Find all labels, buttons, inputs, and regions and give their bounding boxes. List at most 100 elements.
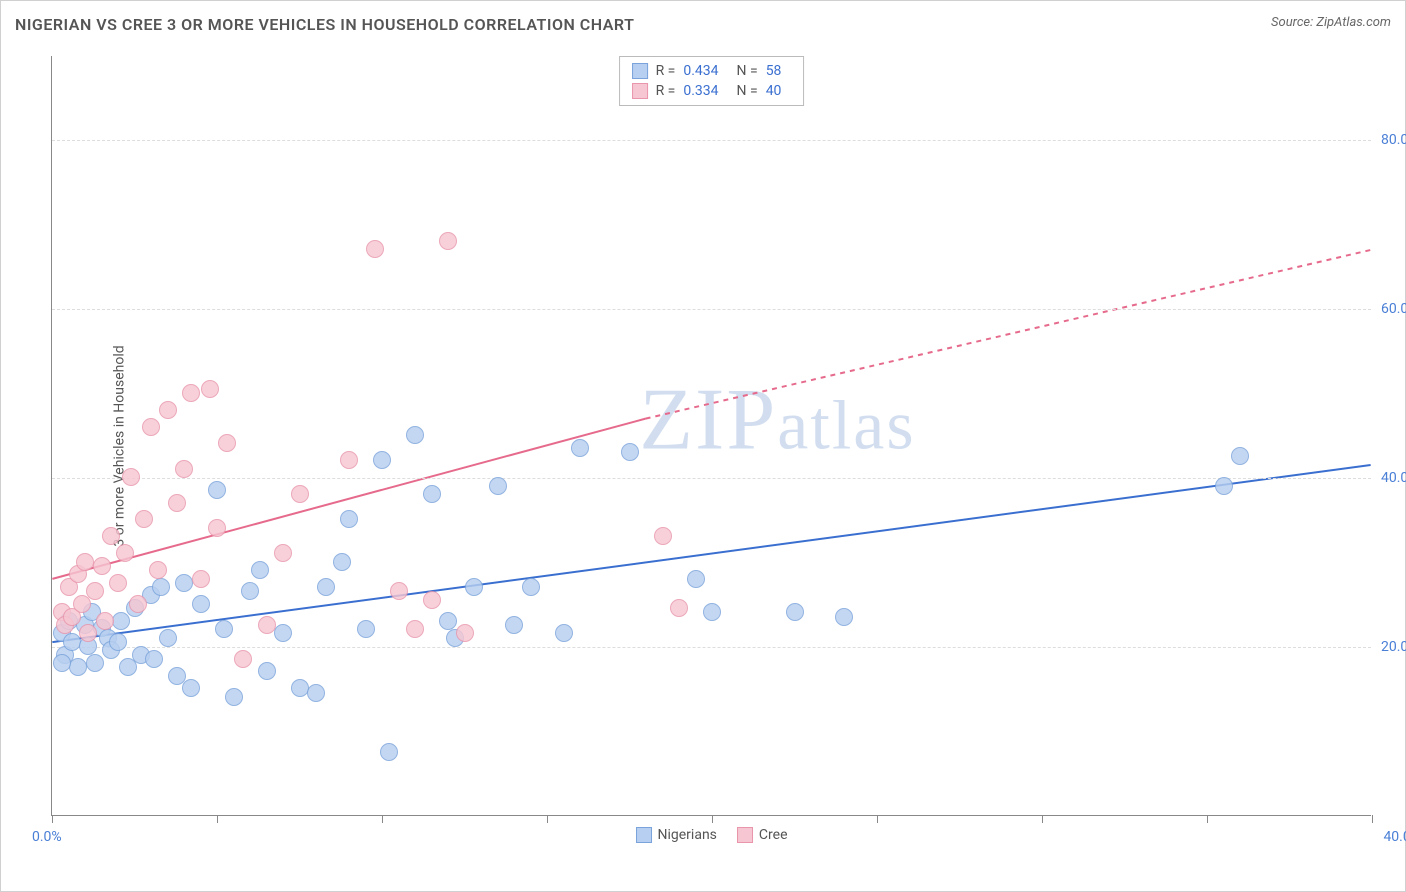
scatter-point xyxy=(366,240,384,258)
ytick-label: 60.0% xyxy=(1381,301,1406,317)
ytick-label: 20.0% xyxy=(1381,639,1406,655)
scatter-point xyxy=(109,574,127,592)
scatter-point xyxy=(76,553,94,571)
xtick xyxy=(52,815,53,823)
xtick xyxy=(712,815,713,823)
scatter-point xyxy=(317,578,335,596)
plot-area: ZIPatlas R = 0.434 N = 58 R = 0.334 N = … xyxy=(51,56,1371,816)
xtick-label-max: 40.0% xyxy=(1383,829,1406,845)
scatter-point xyxy=(390,582,408,600)
r-value-0: 0.434 xyxy=(683,63,718,79)
scatter-point xyxy=(258,616,276,634)
scatter-point xyxy=(571,439,589,457)
scatter-point xyxy=(654,527,672,545)
scatter-point xyxy=(1215,477,1233,495)
scatter-point xyxy=(129,595,147,613)
scatter-point xyxy=(53,654,71,672)
scatter-point xyxy=(307,684,325,702)
xtick xyxy=(217,815,218,823)
gridline-h xyxy=(52,309,1371,310)
scatter-point xyxy=(423,485,441,503)
gridline-h xyxy=(52,647,1371,648)
scatter-point xyxy=(291,679,309,697)
scatter-point xyxy=(291,485,309,503)
scatter-point xyxy=(333,553,351,571)
scatter-point xyxy=(86,654,104,672)
scatter-point xyxy=(465,578,483,596)
scatter-point xyxy=(152,578,170,596)
legend-label-0: Nigerians xyxy=(658,827,717,843)
swatch-nigerians xyxy=(632,63,648,79)
legend-label-1: Cree xyxy=(759,827,788,843)
r-label-0: R = xyxy=(656,63,676,79)
watermark: ZIPatlas xyxy=(639,370,915,471)
scatter-point xyxy=(122,468,140,486)
r-label-1: R = xyxy=(656,83,676,99)
scatter-point xyxy=(159,401,177,419)
scatter-point xyxy=(93,557,111,575)
scatter-point xyxy=(274,544,292,562)
scatter-point xyxy=(357,620,375,638)
scatter-point xyxy=(340,451,358,469)
scatter-point xyxy=(116,544,134,562)
xtick xyxy=(382,815,383,823)
legend-item-cree: Cree xyxy=(737,827,788,843)
scatter-point xyxy=(192,595,210,613)
scatter-point xyxy=(201,380,219,398)
scatter-point xyxy=(175,574,193,592)
xtick xyxy=(547,815,548,823)
scatter-point xyxy=(439,232,457,250)
scatter-point xyxy=(406,426,424,444)
scatter-point xyxy=(109,633,127,651)
scatter-point xyxy=(225,688,243,706)
scatter-point xyxy=(835,608,853,626)
n-value-1: 40 xyxy=(766,83,782,99)
n-value-0: 58 xyxy=(766,63,782,79)
scatter-point xyxy=(234,650,252,668)
swatch-cree xyxy=(632,83,648,99)
scatter-point xyxy=(439,612,457,630)
swatch-nigerians-bottom xyxy=(636,827,652,843)
scatter-point xyxy=(175,460,193,478)
scatter-point xyxy=(505,616,523,634)
scatter-point xyxy=(555,624,573,642)
scatter-point xyxy=(159,629,177,647)
scatter-point xyxy=(86,582,104,600)
scatter-point xyxy=(69,658,87,676)
scatter-point xyxy=(489,477,507,495)
scatter-point xyxy=(406,620,424,638)
scatter-point xyxy=(786,603,804,621)
scatter-point xyxy=(1231,447,1249,465)
scatter-point xyxy=(208,519,226,537)
scatter-point xyxy=(373,451,391,469)
scatter-point xyxy=(215,620,233,638)
n-label-1: N = xyxy=(737,83,758,99)
scatter-point xyxy=(251,561,269,579)
trend-lines xyxy=(52,56,1371,815)
scatter-point xyxy=(168,494,186,512)
scatter-point xyxy=(340,510,358,528)
scatter-point xyxy=(703,603,721,621)
scatter-point xyxy=(208,481,226,499)
source-label: Source: ZipAtlas.com xyxy=(1271,15,1391,30)
scatter-point xyxy=(149,561,167,579)
xtick-label-min: 0.0% xyxy=(32,829,62,845)
scatter-point xyxy=(182,384,200,402)
scatter-point xyxy=(63,633,81,651)
xtick xyxy=(1042,815,1043,823)
scatter-point xyxy=(182,679,200,697)
scatter-point xyxy=(79,624,97,642)
scatter-point xyxy=(522,578,540,596)
bottom-legend: Nigerians Cree xyxy=(636,827,788,843)
scatter-point xyxy=(135,510,153,528)
swatch-cree-bottom xyxy=(737,827,753,843)
gridline-h xyxy=(52,478,1371,479)
scatter-point xyxy=(274,624,292,642)
r-value-1: 0.334 xyxy=(683,83,718,99)
ytick-label: 80.0% xyxy=(1381,132,1406,148)
scatter-point xyxy=(423,591,441,609)
chart-container: NIGERIAN VS CREE 3 OR MORE VEHICLES IN H… xyxy=(0,0,1406,892)
scatter-point xyxy=(218,434,236,452)
scatter-point xyxy=(192,570,210,588)
xtick xyxy=(877,815,878,823)
